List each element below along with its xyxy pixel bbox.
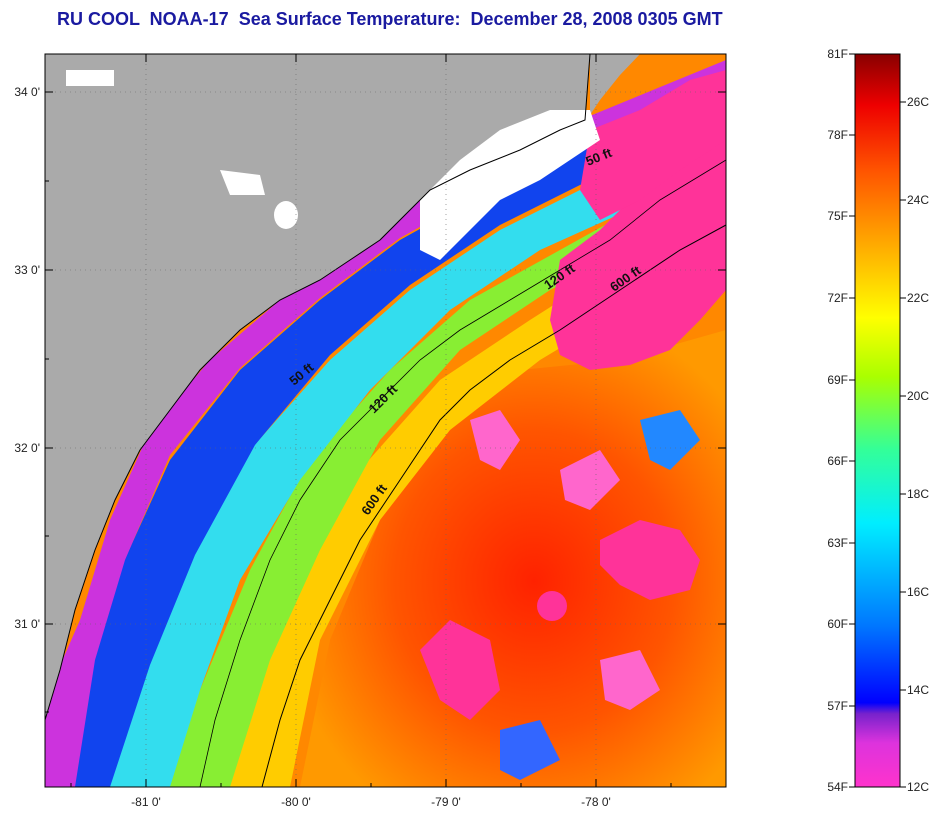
colorbar: 81F 78F 75F 72F 69F 66F 63F 60F 57F 54F …	[827, 47, 929, 794]
colorbar-c-20: 20C	[907, 389, 929, 403]
lat-label-32: 32 0'	[14, 441, 40, 455]
colorbar-f-81: 81F	[827, 47, 848, 61]
colorbar-f-63: 63F	[827, 536, 848, 550]
lon-label-78: -78 0'	[581, 795, 611, 809]
colorbar-f-75: 75F	[827, 209, 848, 223]
lon-label-79: -79 0'	[431, 795, 461, 809]
colorbar-f-57: 57F	[827, 699, 848, 713]
colorbar-c-22: 22C	[907, 291, 929, 305]
colorbar-f-78: 78F	[827, 128, 848, 142]
map-frame	[44, 53, 727, 788]
lon-label-80: -80 0'	[281, 795, 311, 809]
lat-label-31: 31 0'	[14, 617, 40, 631]
lat-label-33: 33 0'	[14, 263, 40, 277]
sst-map: 50 ft 120 ft 600 ft 50 ft 120 ft 600 ft	[45, 54, 726, 787]
colorbar-gradient	[854, 53, 901, 788]
colorbar-f-54: 54F	[827, 780, 848, 794]
colorbar-f-72: 72F	[827, 291, 848, 305]
map-title: RU COOL NOAA-17 Sea Surface Temperature:…	[57, 9, 723, 29]
colorbar-f-60: 60F	[827, 617, 848, 631]
lon-label-81: -81 0'	[131, 795, 161, 809]
colorbar-c-16: 16C	[907, 585, 929, 599]
colorbar-c-24: 24C	[907, 193, 929, 207]
colorbar-c-12: 12C	[907, 780, 929, 794]
colorbar-c-14: 14C	[907, 683, 929, 697]
colorbar-c-18: 18C	[907, 487, 929, 501]
colorbar-f-69: 69F	[827, 373, 848, 387]
colorbar-c-26: 26C	[907, 95, 929, 109]
colorbar-f-66: 66F	[827, 454, 848, 468]
lat-label-34: 34 0'	[14, 85, 40, 99]
